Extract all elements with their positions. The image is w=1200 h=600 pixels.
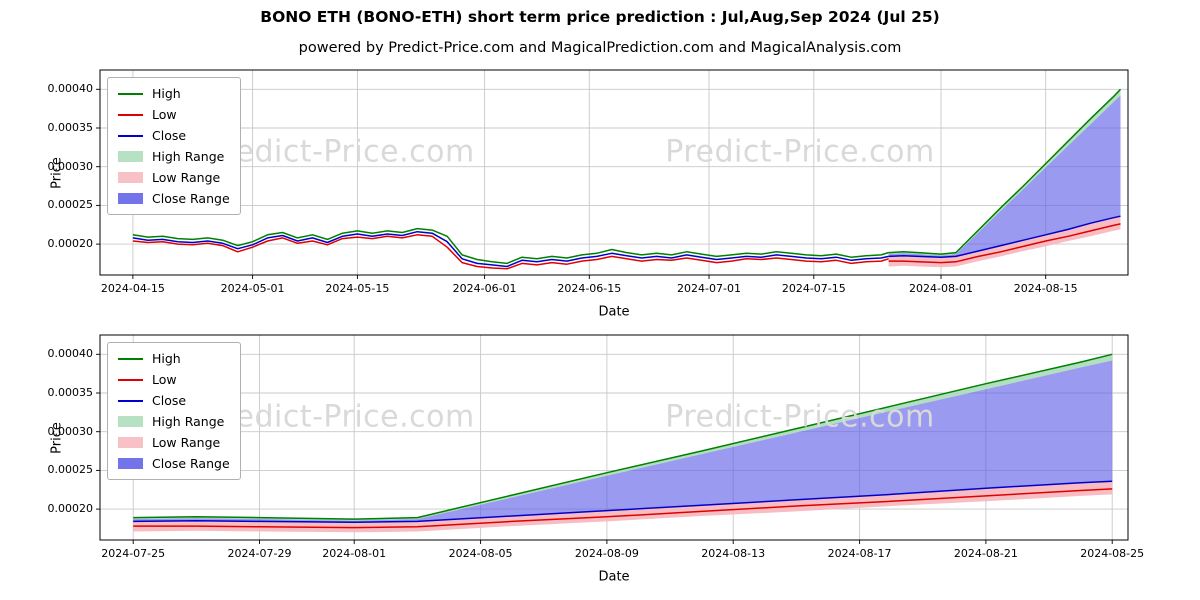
top-chart-close-line-prediction xyxy=(888,215,1121,258)
bottom-chart-y-tick-label: 0.00025 xyxy=(47,463,94,477)
top-chart-x-tick-label: 2024-07-01 xyxy=(677,282,741,295)
close-legend-swatch xyxy=(118,134,143,137)
bottom-chart-plot-border xyxy=(99,334,1129,541)
legend-label: High xyxy=(152,351,181,366)
legend-label: Close xyxy=(152,128,187,143)
top-chart-y-axis-label: Price xyxy=(49,156,65,189)
close-legend-swatch xyxy=(118,399,143,402)
legend-label: High xyxy=(152,86,181,101)
chart-title: BONO ETH (BONO-ETH) short term price pre… xyxy=(260,8,940,26)
top-chart-y-tick-label: 0.00035 xyxy=(47,121,94,134)
high-range-legend-swatch xyxy=(118,151,143,162)
bottom-chart-x-tick-label: 2024-08-21 xyxy=(953,547,1018,560)
legend-label: Close Range xyxy=(152,191,230,206)
low-range-legend-swatch xyxy=(118,172,143,183)
legend-label: Low xyxy=(152,372,177,387)
legend-label: Close xyxy=(152,393,187,408)
top-chart-legend-item: High xyxy=(118,83,230,104)
bottom-chart-legend-item: Close Range xyxy=(118,453,230,474)
bottom-chart-close-range-band xyxy=(133,360,1113,523)
top-chart-x-tick-label: 2024-06-01 xyxy=(452,282,517,295)
top-chart-legend-item: Low xyxy=(118,104,230,125)
legend-label: High Range xyxy=(152,414,225,429)
top-chart-x-tick-label: 2024-04-15 xyxy=(100,282,165,295)
top-chart-x-tick-label: 2024-06-15 xyxy=(557,282,622,295)
bottom-chart-high-line-prediction xyxy=(133,353,1113,520)
top-chart-legend: High Low Close High Range Low Range Close Ran… xyxy=(107,77,241,215)
legend-label: Close Range xyxy=(152,456,230,471)
bottom-chart-x-tick-label: 2024-08-05 xyxy=(448,547,513,560)
top-chart-x-axis-label: Date xyxy=(598,304,630,320)
bottom-chart-y-tick-label: 0.00030 xyxy=(47,424,94,438)
bottom-chart-x-tick-label: 2024-08-01 xyxy=(322,547,387,560)
watermark-text: Predict-Price.com xyxy=(205,399,475,435)
low-legend-swatch xyxy=(118,113,143,116)
bottom-chart-y-tick-label: 0.00020 xyxy=(47,502,94,516)
bottom-chart-x-axis-label: Date xyxy=(598,569,630,585)
bottom-chart-x-tick-label: 2024-08-13 xyxy=(701,547,766,560)
top-chart-legend-item: High Range xyxy=(118,146,230,167)
bottom-chart-x-tick-label: 2024-07-25 xyxy=(101,547,166,560)
legend-label: Low Range xyxy=(152,435,221,450)
top-chart-x-tick-label: 2024-07-15 xyxy=(781,282,846,295)
top-chart-y-tick-label: 0.00020 xyxy=(47,237,94,251)
bottom-chart-close-line-prediction xyxy=(133,480,1113,523)
top-chart-close-line-history xyxy=(132,230,889,268)
watermark-text: Predict-Price.com xyxy=(205,134,475,170)
legend-label: High Range xyxy=(152,149,225,164)
watermark-text: Predict-Price.com xyxy=(665,399,935,435)
low-range-legend-swatch xyxy=(118,437,143,448)
bottom-chart-legend-item: High xyxy=(118,348,230,369)
bottom-chart-legend-item: Low xyxy=(118,369,230,390)
top-chart-y-tick-label: 0.00025 xyxy=(47,198,94,212)
bottom-chart-legend-item: Low Range xyxy=(118,432,230,453)
high-range-legend-swatch xyxy=(118,416,143,427)
high-legend-swatch xyxy=(118,357,143,360)
close-range-legend-swatch xyxy=(118,193,143,204)
top-chart-low-line-history xyxy=(132,234,889,270)
top-chart-low-line-prediction xyxy=(888,223,1121,264)
top-chart-high-line-prediction xyxy=(888,88,1122,255)
bottom-chart-x-tick-label: 2024-08-17 xyxy=(827,547,892,560)
top-chart-close-range-band xyxy=(888,95,1121,258)
top-chart-x-tick-label: 2024-05-01 xyxy=(220,282,285,295)
bottom-chart-y-tick-label: 0.00040 xyxy=(47,347,94,361)
bottom-chart-low-line-prediction xyxy=(133,488,1113,529)
legend-label: Low Range xyxy=(152,170,221,185)
top-chart-legend-item: Close Range xyxy=(118,188,230,209)
bottom-chart-x-tick-label: 2024-08-09 xyxy=(574,547,639,560)
top-chart xyxy=(96,69,1129,279)
high-legend-swatch xyxy=(118,92,143,95)
watermark-text: Predict-Price.com xyxy=(665,134,935,170)
top-chart-high-line-history xyxy=(132,227,889,265)
bottom-chart-x-tick-label: 2024-08-25 xyxy=(1080,547,1145,560)
bottom-chart-x-tick-label: 2024-07-29 xyxy=(227,547,292,560)
bottom-chart-y-axis-label: Price xyxy=(49,421,65,454)
bottom-chart-legend-item: High Range xyxy=(118,411,230,432)
bottom-chart xyxy=(96,334,1129,544)
low-legend-swatch xyxy=(118,378,143,381)
legend-label: Low xyxy=(152,107,177,122)
close-range-legend-swatch xyxy=(118,458,143,469)
chart-subtitle: powered by Predict-Price.com and Magical… xyxy=(298,40,902,56)
top-chart-x-tick-label: 2024-08-15 xyxy=(1013,282,1078,295)
top-chart-y-tick-label: 0.00030 xyxy=(47,159,94,173)
bottom-chart-y-tick-label: 0.00035 xyxy=(47,386,94,399)
bottom-chart-legend: High Low Close High Range Low Range Close Ran… xyxy=(107,342,241,480)
top-chart-x-tick-label: 2024-05-15 xyxy=(325,282,390,295)
top-chart-x-tick-label: 2024-08-01 xyxy=(909,282,973,295)
top-chart-plot-border xyxy=(99,69,1129,276)
top-chart-legend-item: Close xyxy=(118,125,230,146)
top-chart-legend-item: Low Range xyxy=(118,167,230,188)
top-chart-y-tick-label: 0.00040 xyxy=(47,82,94,96)
bottom-chart-legend-item: Close xyxy=(118,390,230,411)
